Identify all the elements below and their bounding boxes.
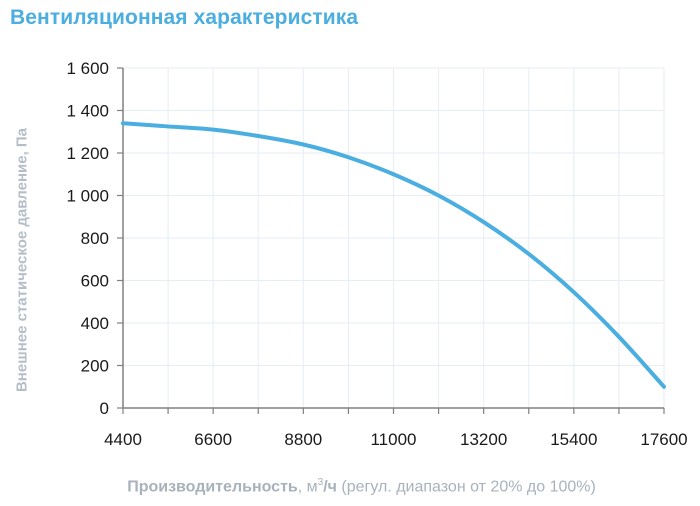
x-tick-labels: 4400 6600 8800 11000 13200 15400 17600 (104, 430, 688, 449)
x-tick-label: 8800 (284, 430, 322, 449)
axes (117, 67, 665, 414)
x-tick-label: 17600 (640, 430, 687, 449)
y-tick-label: 1 400 (66, 102, 109, 121)
x-tick-label: 15400 (550, 430, 597, 449)
y-tick-label: 200 (81, 357, 109, 376)
y-tick-label: 800 (81, 229, 109, 248)
y-tick-label: 1 200 (66, 144, 109, 163)
y-tick-label: 1 600 (66, 59, 109, 78)
x-tick-label: 11000 (370, 430, 416, 449)
x-tick-label: 13200 (460, 430, 507, 449)
y-tick-label: 600 (81, 272, 109, 291)
y-tick-label: 1 000 (66, 187, 109, 206)
x-tick-label: 4400 (104, 430, 142, 449)
x-tick-label: 6600 (194, 430, 232, 449)
x-axis-unit-sup: 3 (317, 477, 324, 488)
pressure-curve (121, 121, 666, 389)
y-tick-label: 0 (100, 399, 109, 418)
grid-lines (123, 67, 665, 408)
x-axis-unit-suffix: /ч (323, 478, 337, 496)
x-axis-label: Производительность, м3/ч (регул. диапазо… (0, 477, 700, 496)
y-axis-label: Внешнее статическое давление, Па (13, 127, 31, 393)
y-tick-labels: 0 200 400 600 800 1 000 1 200 1 400 1 600 (66, 59, 109, 418)
x-axis-note: (регул. диапазон от 20% до 100%) (336, 478, 596, 496)
x-axis-unit-prefix: , м (297, 478, 318, 496)
y-tick-label: 400 (81, 314, 109, 333)
chart-title: Вентиляционная характеристика (10, 6, 359, 29)
x-axis-label-main: Производительность (127, 478, 298, 496)
